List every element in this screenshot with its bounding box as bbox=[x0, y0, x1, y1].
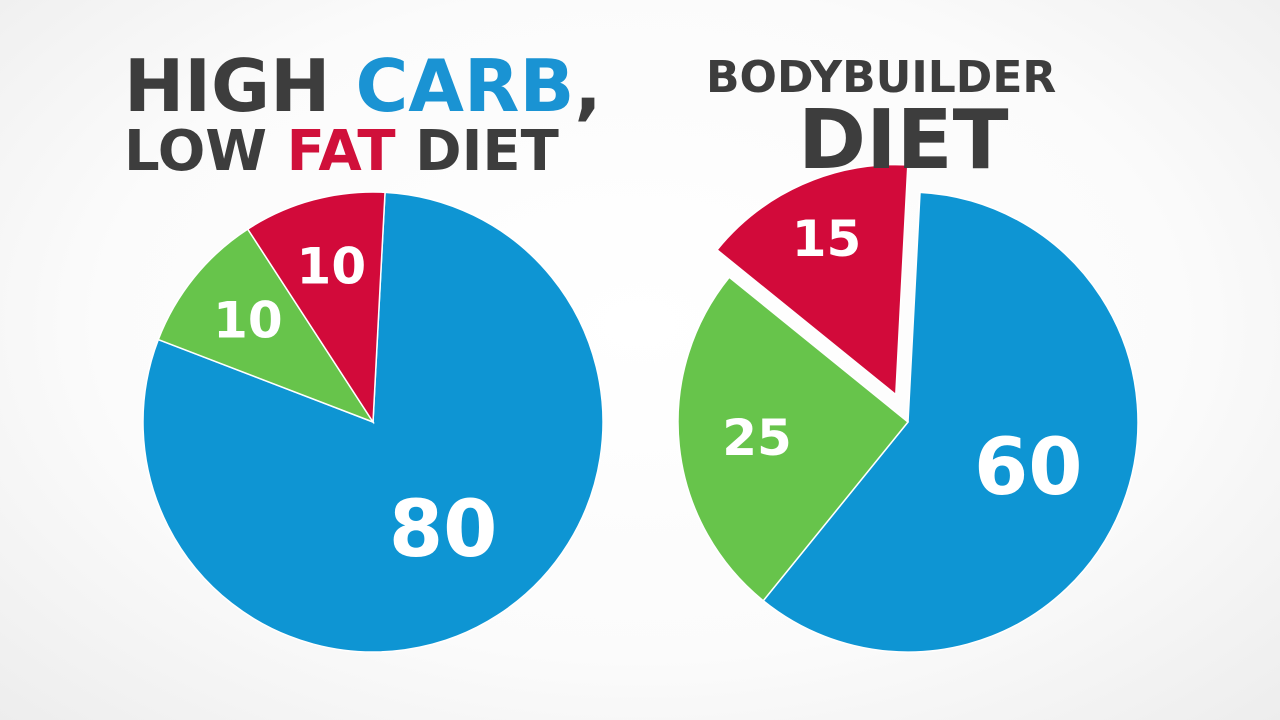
title-word-low: LOW bbox=[124, 119, 287, 184]
pie-slice-1-0 bbox=[762, 191, 1139, 653]
title-word-diet: DIET bbox=[395, 119, 559, 184]
pie-label-0-0: 80 bbox=[389, 485, 498, 575]
pie-label-0-2: 10 bbox=[297, 237, 367, 295]
right-chart-title-line1: BODYBUILDER bbox=[706, 52, 1057, 103]
pie-label-0-1: 10 bbox=[213, 292, 283, 350]
left-chart-title-line1: HIGH CARB, bbox=[124, 50, 602, 122]
pie-slice-1-2 bbox=[715, 163, 909, 397]
pie-chart-right: 60 25 15 bbox=[677, 163, 1139, 653]
title-word-carb: CARB bbox=[355, 44, 575, 128]
title-word-fat: FAT bbox=[286, 119, 396, 184]
pie-label-1-2: 15 bbox=[792, 210, 862, 268]
pie-label-1-0: 60 bbox=[974, 423, 1083, 513]
title-comma: , bbox=[574, 44, 602, 128]
title-word-high: HIGH bbox=[124, 44, 356, 128]
pie-slice-0-1 bbox=[157, 228, 375, 424]
left-chart-title-line2: LOW FAT DIET bbox=[124, 124, 559, 180]
pie-slice-1-1 bbox=[677, 276, 910, 602]
pie-slice-0-2 bbox=[246, 191, 386, 425]
pie-label-1-1: 25 bbox=[722, 409, 792, 467]
right-chart-title-line2: DIET bbox=[798, 93, 1009, 188]
